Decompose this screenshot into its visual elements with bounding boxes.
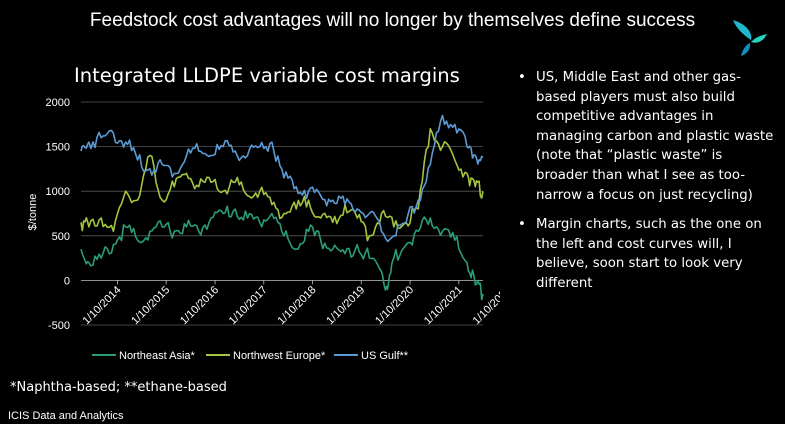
source-credit: ICIS Data and Analytics [8, 410, 124, 422]
x-tick-label: 1/10/2020 [373, 284, 416, 327]
y-axis-ticks: -500 0 500 1000 1500 2000 [46, 97, 70, 332]
legend-label: Northwest Europe* [233, 350, 326, 362]
bullet-list: US, Middle East and other gas-based play… [514, 68, 776, 304]
series-line-3 [80, 114, 484, 243]
x-tick-label: 1/10/2014 [80, 284, 123, 327]
x-tick-label: 1/10/2017 [227, 284, 270, 327]
chart-legend: Northeast Asia* Northwest Europe* US Gulf*… [92, 350, 409, 362]
x-axis-ticks: 1/10/2014 1/10/2015 1/10/2016 1/10/2017 1/10… [80, 280, 500, 327]
bullet-item: US, Middle East and other gas-based play… [514, 68, 776, 205]
y-tick-label: 1000 [46, 186, 70, 198]
x-tick-label: 1/10/2022 [471, 284, 500, 327]
x-tick-label: 1/10/2018 [276, 284, 319, 327]
x-tick-label: 1/10/2021 [422, 284, 465, 327]
x-tick-label: 1/10/2016 [178, 284, 221, 327]
y-tick-label: 1500 [46, 142, 70, 154]
footnote: *Naphtha-based; **ethane-based [10, 380, 227, 395]
icis-logo [733, 20, 767, 56]
y-axis-label: $/tonne [27, 194, 39, 231]
y-tick-label: 0 [64, 275, 70, 287]
slide-title: Feedstock cost advantages will no longer… [89, 10, 696, 31]
series-line-2 [80, 127, 484, 242]
y-tick-label: -500 [48, 320, 70, 332]
chart-series [80, 114, 484, 301]
legend-label: US Gulf** [361, 350, 409, 362]
x-tick-label: 1/10/2019 [324, 284, 367, 327]
x-tick-label: 1/10/2015 [129, 284, 172, 327]
bullet-item: Margin charts, such as the one on the le… [514, 215, 776, 293]
legend-label: Northeast Asia* [119, 350, 196, 362]
y-tick-label: 500 [52, 231, 70, 243]
chart-gridlines [81, 101, 483, 326]
y-tick-label: 2000 [46, 97, 70, 109]
series-line-1 [80, 205, 484, 301]
chart-title: Integrated LLDPE variable cost margins [74, 64, 460, 87]
